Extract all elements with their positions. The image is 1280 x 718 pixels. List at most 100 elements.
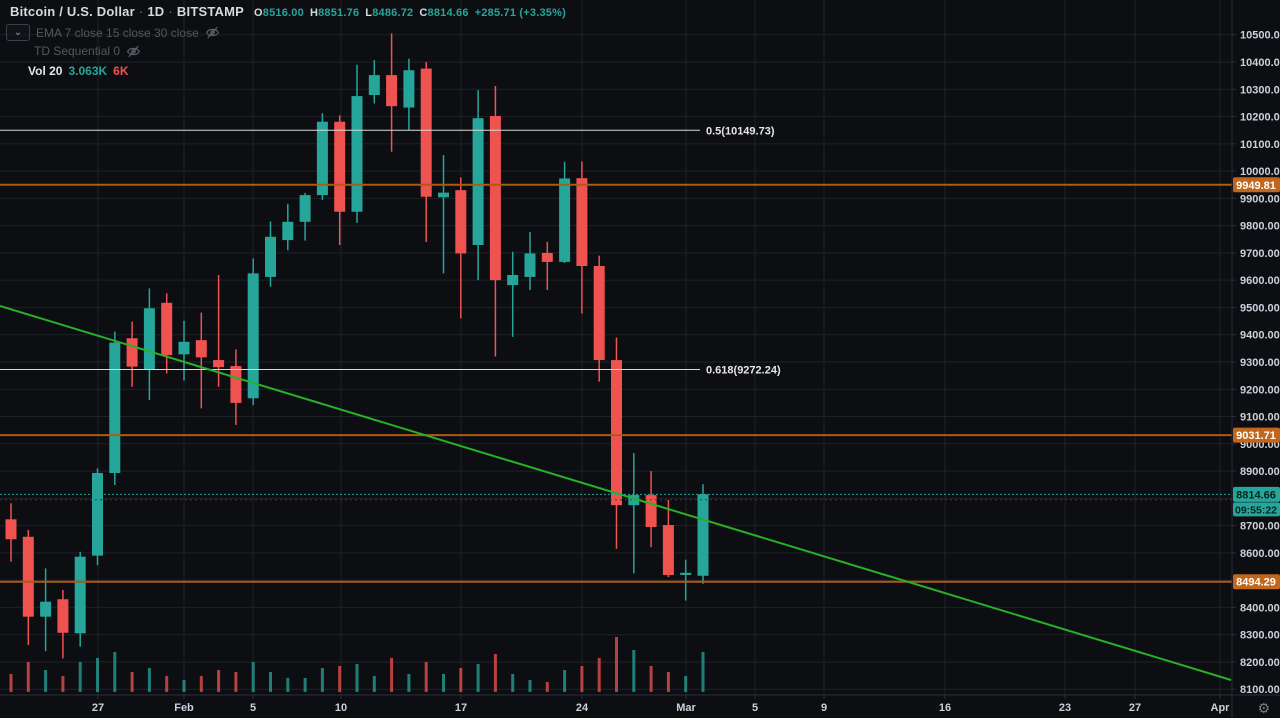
candle-body	[126, 338, 138, 367]
close-letter: C	[419, 7, 428, 19]
price-line-badge-text: 8494.29	[1236, 577, 1276, 589]
price-axis-label: 8900.00	[1240, 466, 1280, 478]
time-axis-label: 23	[1059, 702, 1071, 714]
price-axis-label: 8300.00	[1240, 630, 1280, 642]
volume-bar	[130, 672, 134, 692]
open-letter: O	[254, 7, 263, 19]
candle-body	[368, 75, 380, 96]
candle-body	[351, 96, 363, 212]
volume-bar	[182, 680, 186, 692]
volume-bar	[96, 658, 99, 692]
candles	[5, 33, 709, 659]
price-axis-label: 9600.00	[1240, 275, 1280, 287]
gear-icon[interactable]: ⚙	[1257, 700, 1270, 716]
volume-bar	[632, 650, 636, 692]
candle-body	[507, 274, 519, 286]
time-axis-label: 5	[752, 702, 758, 714]
td-indicator-label[interactable]: TD Sequential 0	[34, 44, 121, 58]
change-value: +285.71 (+3.35%)	[474, 7, 566, 19]
volume-bar	[424, 662, 428, 692]
volume-indicator-label[interactable]: Vol 20	[28, 64, 63, 78]
symbol-title[interactable]: Bitcoin / U.S. Dollar	[10, 4, 135, 19]
eye-hidden-icon[interactable]	[126, 45, 141, 58]
volume-bar	[199, 676, 203, 692]
volume-bar	[701, 652, 705, 692]
candle-body	[92, 472, 103, 556]
legend-ema-row[interactable]: ⌄ EMA 7 close 15 close 30 close	[6, 24, 220, 41]
volume-bar	[9, 674, 13, 692]
close-value: 8814.66	[427, 7, 469, 19]
candle-body	[178, 341, 190, 355]
price-axis-label: 9700.00	[1240, 248, 1280, 260]
time-axis-label: 27	[1129, 702, 1141, 714]
time-axis-label: Mar	[676, 702, 696, 714]
price-line-badge	[1233, 177, 1280, 193]
countdown-badge-text: 09:55:22	[1235, 504, 1277, 516]
eye-hidden-icon[interactable]	[205, 26, 220, 39]
volume-bar	[666, 672, 670, 692]
volume-bar	[251, 662, 255, 692]
exchange-label: BITSTAMP	[176, 4, 244, 19]
annotations: 0.5(10149.73) 0.618(9272.24)	[0, 125, 1232, 681]
volume-bar	[545, 682, 549, 692]
price-axis-label: 8600.00	[1240, 548, 1280, 560]
high-value: 8851.76	[318, 7, 360, 19]
volume-bar	[580, 666, 584, 692]
volume-bar	[61, 676, 65, 692]
volume-bars	[9, 637, 705, 692]
time-axis-label: Apr	[1211, 702, 1231, 714]
volume-bar	[147, 668, 151, 692]
volume-bar	[528, 680, 532, 692]
volume-bar	[286, 678, 290, 692]
candle-body	[403, 70, 415, 108]
price-line-badge	[1233, 427, 1280, 443]
candle-body	[472, 118, 484, 245]
candle-body	[697, 494, 709, 576]
candle-body	[438, 192, 449, 198]
volume-bar	[597, 658, 601, 692]
candle-body	[40, 601, 52, 617]
low-value: 8486.72	[372, 7, 414, 19]
volume-bar	[113, 652, 117, 692]
price-axis-label: 9900.00	[1240, 193, 1280, 205]
price-axis-label: 8700.00	[1240, 521, 1280, 533]
candle-body	[5, 519, 17, 540]
price-axis-label: 9300.00	[1240, 357, 1280, 369]
time-axis-label: 27	[92, 702, 104, 714]
interval-label[interactable]: 1D	[147, 4, 165, 19]
candle-body	[74, 556, 86, 634]
legend-volume-row[interactable]: Vol 20 3.063K 6K	[6, 64, 129, 78]
price-axis-label: 9200.00	[1240, 384, 1280, 396]
volume-bar	[26, 662, 30, 692]
price-axis-label: 10300.00	[1240, 84, 1280, 96]
candle-body	[230, 366, 242, 403]
candle-body	[524, 253, 536, 277]
candle-body	[57, 599, 69, 633]
volume-bar	[407, 674, 411, 692]
chevron-down-icon[interactable]: ⌄	[6, 24, 30, 41]
price-axis-label: 9500.00	[1240, 302, 1280, 314]
candle-body	[143, 308, 155, 370]
volume-bar	[476, 664, 480, 692]
price-axis-label: 9400.00	[1240, 330, 1280, 342]
candle-body	[334, 121, 346, 212]
volume-bar	[320, 668, 324, 692]
volume-bar	[338, 666, 342, 692]
volume-bar	[355, 664, 359, 692]
price-axis-label: 8200.00	[1240, 657, 1280, 669]
candle-body	[576, 178, 588, 266]
volume-ma-value: 3.063K	[68, 64, 108, 78]
candle-body	[22, 536, 34, 617]
ema-indicator-label[interactable]: EMA 7 close 15 close 30 close	[36, 25, 199, 40]
volume-bar	[372, 676, 376, 692]
legend-td-row[interactable]: TD Sequential 0	[6, 44, 141, 58]
time-axis-label: 24	[576, 702, 589, 714]
price-line-badge-text: 9949.81	[1236, 180, 1276, 192]
candle-body	[282, 221, 294, 241]
fib-label: 0.618(9272.24)	[706, 365, 781, 377]
price-axis-label: 10000.00	[1240, 166, 1280, 178]
open-value: 8516.00	[262, 7, 304, 19]
trendline	[0, 305, 1232, 681]
